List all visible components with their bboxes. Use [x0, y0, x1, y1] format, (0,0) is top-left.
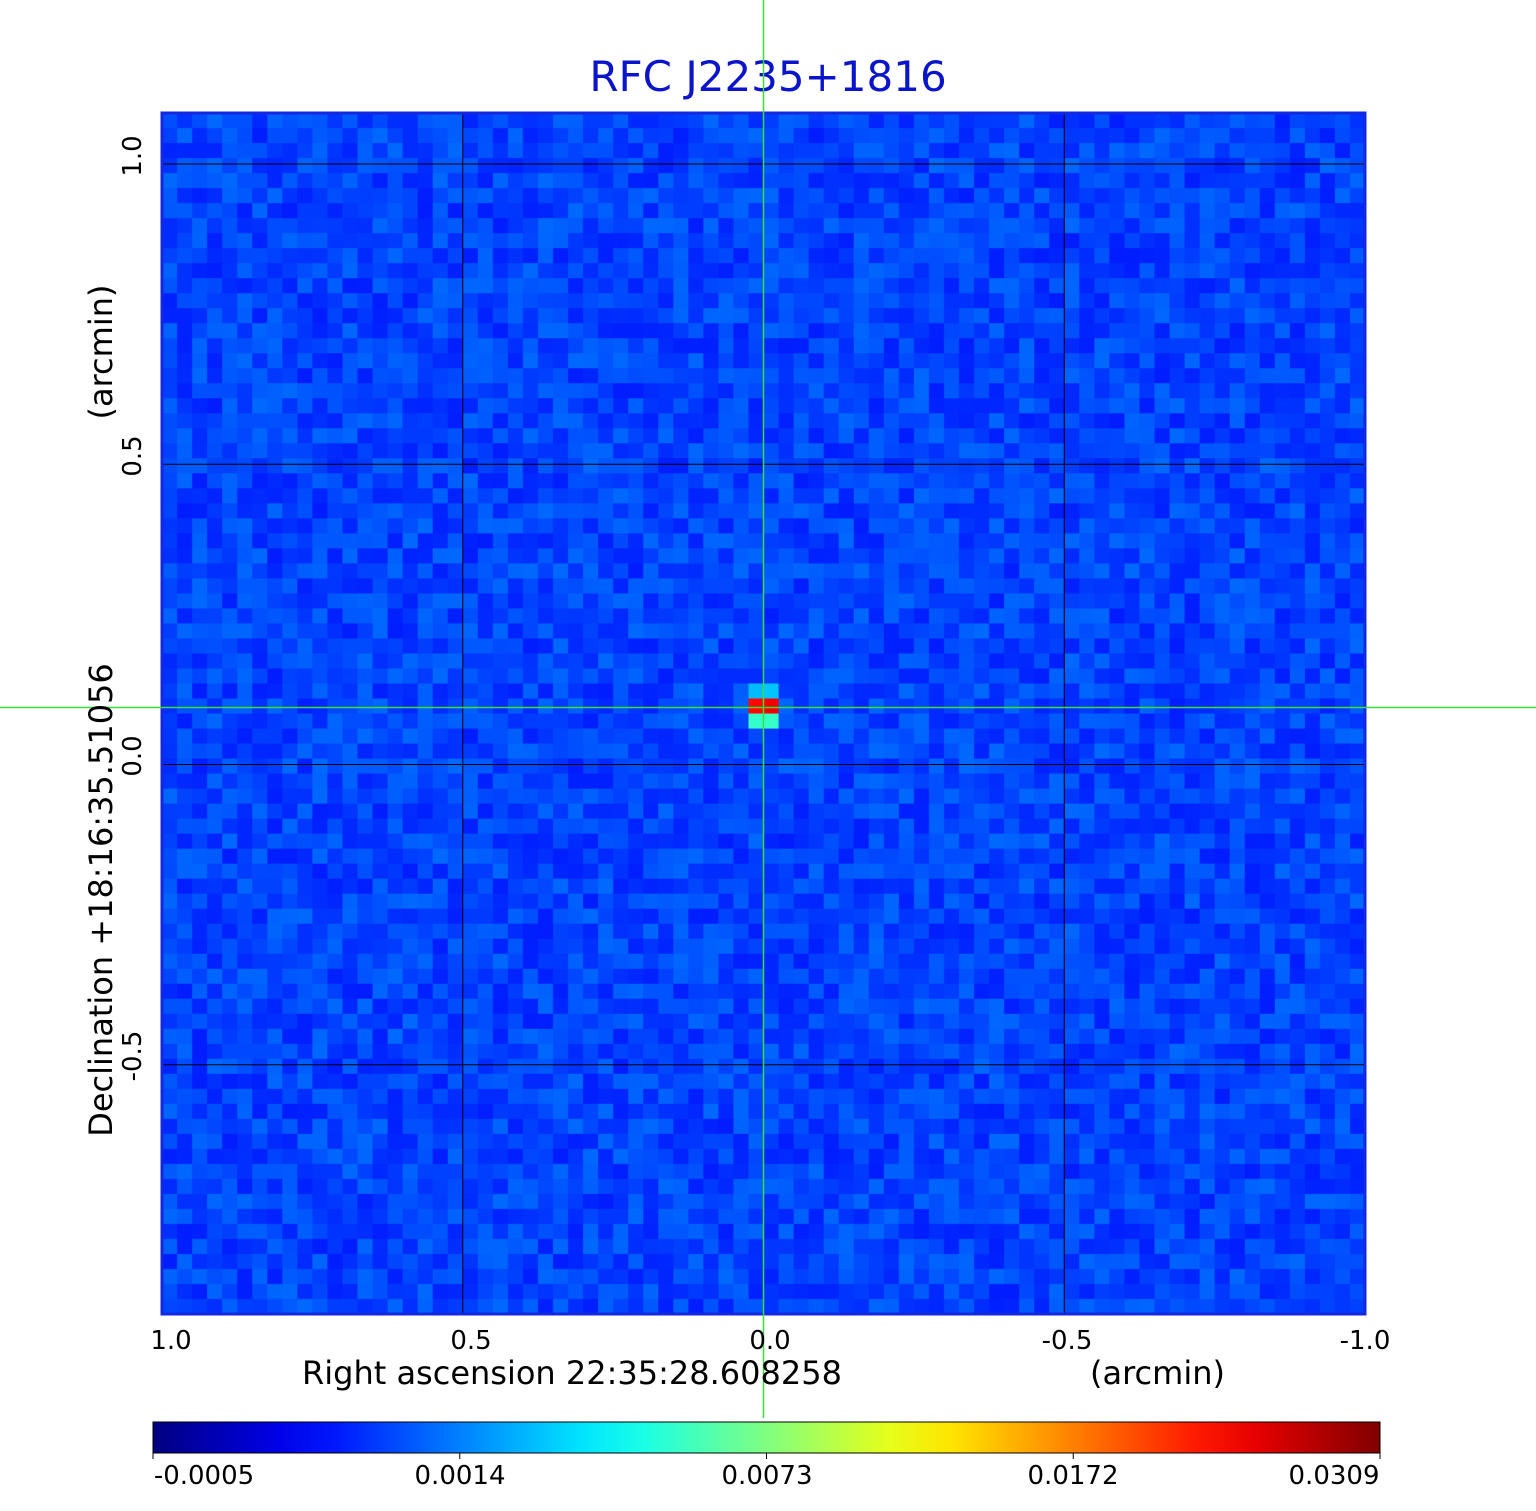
- x-tick-label: 0.0: [749, 1326, 791, 1356]
- colorbar-tick-label: 0.0309: [1288, 1461, 1380, 1491]
- colorbar-tick-label: -0.0005: [153, 1461, 255, 1491]
- x-tick-label: -0.5: [1041, 1326, 1093, 1356]
- crosshair: [0, 0, 1536, 1418]
- colorbar-gradient: [152, 1421, 1381, 1454]
- y-axis-unit: (arcmin): [82, 284, 120, 420]
- x-axis-unit: (arcmin): [1090, 1354, 1225, 1392]
- colorbar-tick-label: 0.0172: [1027, 1461, 1119, 1491]
- y-axis-label: Declination +18:16:35.51056: [82, 663, 120, 1137]
- y-tick-label: 0.0: [118, 735, 148, 777]
- colorbar: [152, 1421, 1381, 1459]
- y-tick-label: 1.0: [118, 135, 148, 177]
- colorbar-tick-label: 0.0073: [721, 1461, 813, 1491]
- x-tick-label: 1.0: [150, 1326, 192, 1356]
- chart-title: RFC J2235+1816: [589, 52, 947, 101]
- x-axis-label: Right ascension 22:35:28.608258: [302, 1354, 842, 1392]
- x-tick-label: -1.0: [1339, 1326, 1391, 1356]
- x-tick-label: 0.5: [450, 1326, 492, 1356]
- y-tick-label: -0.5: [118, 1030, 148, 1082]
- colorbar-tick-label: 0.0014: [414, 1461, 506, 1491]
- y-tick-label: 0.5: [118, 435, 148, 477]
